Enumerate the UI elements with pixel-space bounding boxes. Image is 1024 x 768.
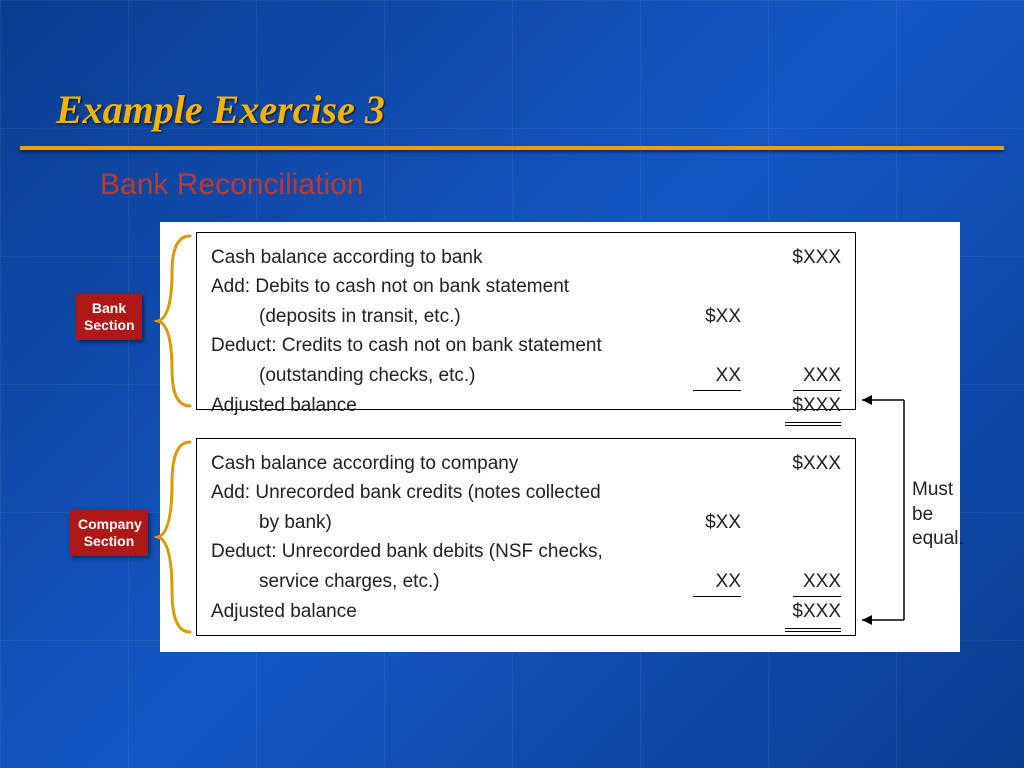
underline-val: XX — [693, 361, 741, 391]
underline-val: XXX — [793, 361, 841, 391]
bank-row-add-b: (deposits in transit, etc.) $XX — [211, 302, 841, 331]
bank-row-adjusted: Adjusted balance $XXX — [211, 391, 841, 425]
company-brace-icon — [154, 438, 194, 636]
text: Deduct: Unrecorded bank debits (NSF chec… — [211, 537, 691, 566]
bank-row-deduct-b: (outstanding checks, etc.) XX XXX — [211, 361, 841, 391]
text: Add: Unrecorded bank credits (notes coll… — [211, 478, 691, 507]
text: Cash balance according to company — [211, 449, 691, 478]
company-row-balance: Cash balance according to company $XXX — [211, 449, 841, 478]
company-row-adjusted: Adjusted balance $XXX — [211, 597, 841, 631]
bank-section-box: Cash balance according to bank $XXX Add:… — [196, 232, 856, 410]
must-be-equal-annotation: Must be equal. — [912, 478, 972, 552]
text: (outstanding checks, etc.) — [211, 361, 691, 390]
text: Adjusted balance — [211, 391, 691, 420]
equal-arrows-icon — [856, 390, 916, 630]
company-section-box: Cash balance according to company $XXX A… — [196, 438, 856, 636]
slide-subtitle: Bank Reconciliation — [100, 168, 363, 202]
double-underline-val: $XXX — [785, 391, 841, 425]
text: by bank) — [211, 508, 691, 537]
annotation-text: Must be equal. — [912, 479, 964, 549]
company-row-deduct-a: Deduct: Unrecorded bank debits (NSF chec… — [211, 537, 841, 566]
text: service charges, etc.) — [211, 567, 691, 596]
bank-row-add-a: Add: Debits to cash not on bank statemen… — [211, 272, 841, 301]
col2: $XXX — [761, 243, 841, 272]
col2: $XXX — [761, 449, 841, 478]
double-underline-val: $XXX — [785, 597, 841, 631]
company-section-chip: Company Section — [70, 510, 148, 556]
text: Add: Debits to cash not on bank statemen… — [211, 272, 691, 301]
text: Adjusted balance — [211, 597, 691, 626]
underline-val: XX — [693, 567, 741, 597]
col1: $XX — [691, 508, 761, 537]
underline-val: XXX — [793, 567, 841, 597]
bank-section-chip: Bank Section — [76, 294, 142, 340]
col1: $XX — [691, 302, 761, 331]
text: Deduct: Credits to cash not on bank stat… — [211, 331, 691, 360]
company-row-add-a: Add: Unrecorded bank credits (notes coll… — [211, 478, 841, 507]
text: (deposits in transit, etc.) — [211, 302, 691, 331]
text: Cash balance according to bank — [211, 243, 691, 272]
title-divider — [20, 146, 1004, 150]
slide-title: Example Exercise 3 — [56, 86, 385, 133]
bank-row-deduct-a: Deduct: Credits to cash not on bank stat… — [211, 331, 841, 360]
bank-row-balance: Cash balance according to bank $XXX — [211, 243, 841, 272]
bank-brace-icon — [154, 232, 194, 410]
company-row-deduct-b: service charges, etc.) XX XXX — [211, 567, 841, 597]
company-row-add-b: by bank) $XX — [211, 508, 841, 537]
